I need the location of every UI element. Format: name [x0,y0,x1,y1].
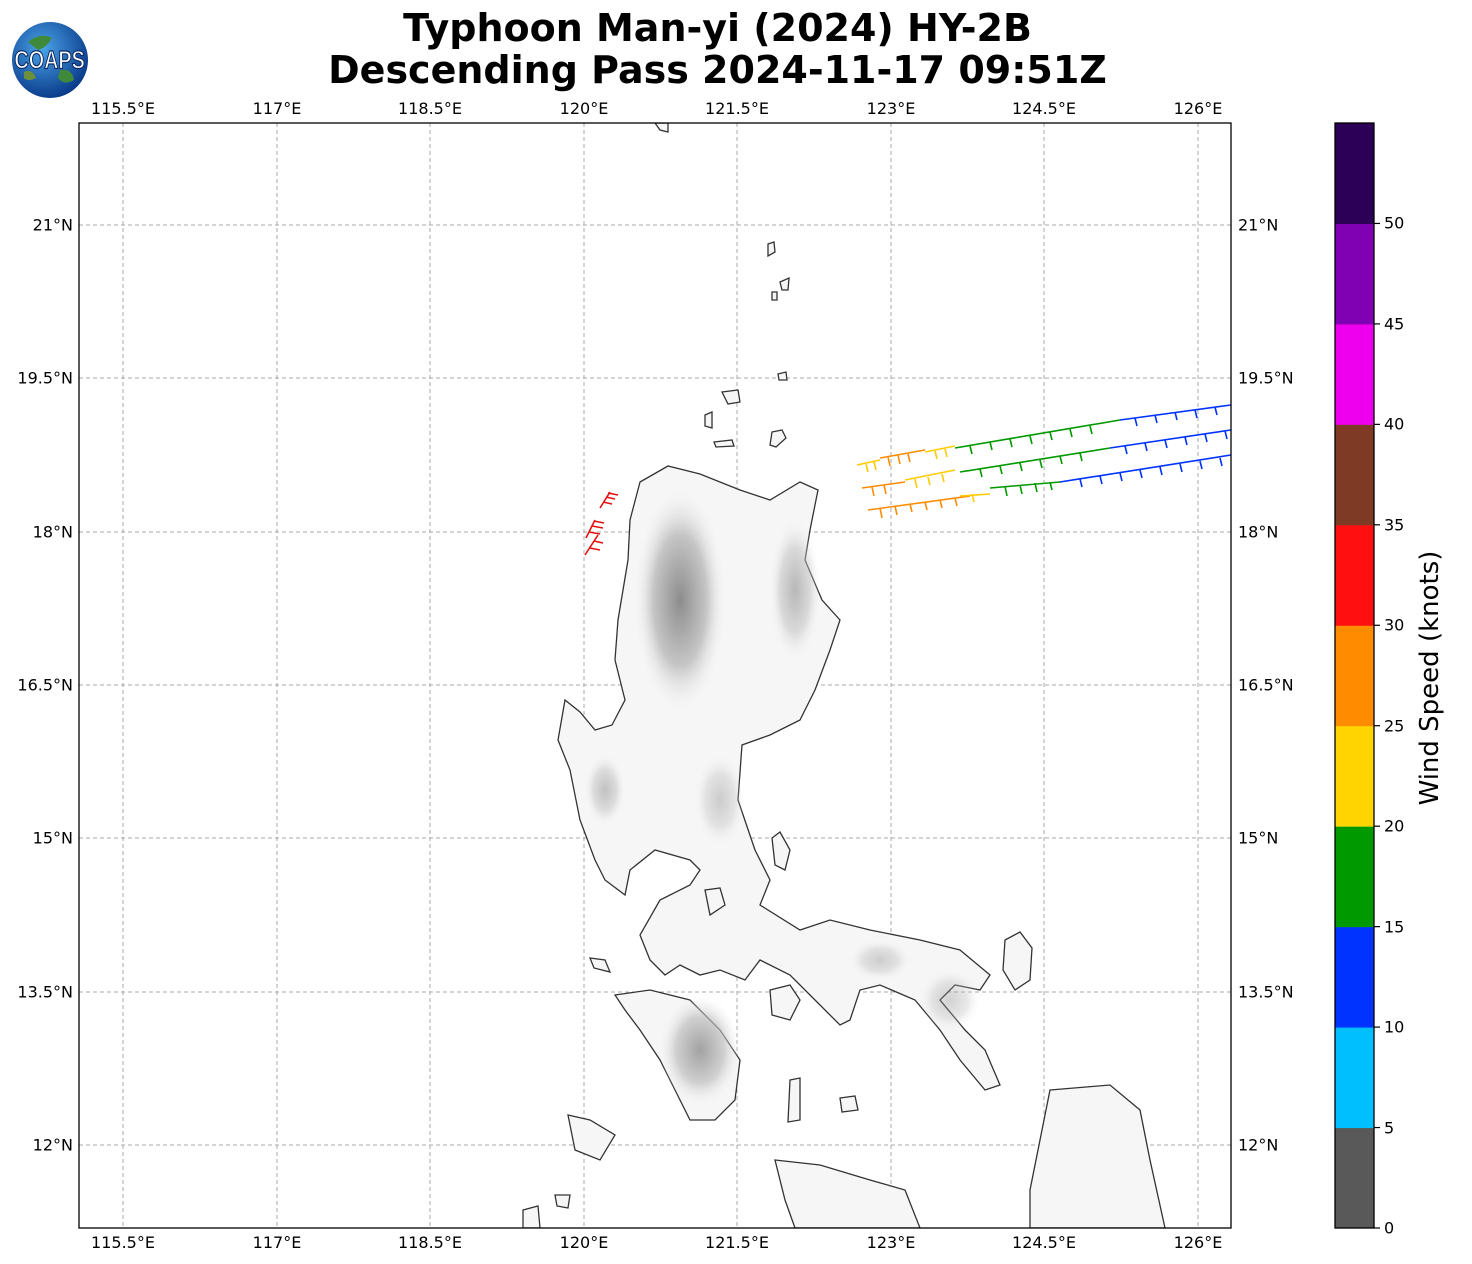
colorbar-tick-label: 10 [1384,1017,1405,1037]
lon-label-bottom: 117°E [252,1233,302,1252]
colorbar-tick-label: 40 [1384,414,1405,434]
wind-barbs-orange [861,449,971,519]
lat-label-left: 19.5°N [17,368,73,388]
marinduque-island [769,984,801,1021]
colorbar-segment [1335,323,1374,425]
panay-island [774,1159,921,1228]
colorbar-tick-label: 30 [1384,615,1405,635]
lon-label-top: 124.5°E [1012,99,1076,118]
lon-label-top: 115.5°E [91,99,155,118]
colorbar-tick-label: 15 [1384,917,1405,937]
lon-label-bottom: 123°E [866,1233,916,1252]
lat-label-right: 16.5°N [1238,675,1294,695]
chart-title-line1: Typhoon Man-yi (2024) HY-2B [403,6,1032,50]
colorbar-tick-label: 50 [1384,213,1405,233]
colorbar-segment [1335,625,1374,727]
wind-barbs-yellow [856,445,991,503]
colorbar-tick-label: 25 [1384,716,1405,736]
lon-label-bottom: 120°E [559,1233,609,1252]
lat-label-right: 15°N [1238,828,1279,848]
lat-label-left: 15°N [32,828,73,848]
lat-label-left: 12°N [32,1135,73,1155]
colorbar-tick-label: 45 [1384,314,1405,334]
svg-text:COAPS: COAPS [14,45,84,74]
lat-label-right: 13.5°N [1238,982,1294,1002]
colorbar-tick-label: 20 [1384,816,1405,836]
colorbar-segment [1335,1027,1374,1129]
colorbar-segment [1335,424,1374,526]
wind-barbs-green [954,419,1121,497]
lat-label-right: 19.5°N [1238,368,1294,388]
colorbar-segment [1335,524,1374,626]
wind-barbs-blue [1059,404,1231,488]
lon-label-bottom: 126°E [1173,1233,1223,1252]
samar-island [1029,1084,1166,1228]
lat-label-right: 21°N [1238,215,1279,235]
wind-barbs [584,404,1231,556]
catanduanes-island [1002,931,1033,991]
chart-title-line2: Descending Pass 2024-11-17 09:51Z [328,48,1107,92]
lon-label-bottom: 124.5°E [1012,1233,1076,1252]
colorbar-tick-label: 0 [1384,1218,1395,1238]
colorbar-segment [1335,926,1374,1028]
lat-label-left: 18°N [32,522,73,542]
colorbar-segment [1335,123,1374,224]
lat-label-left: 16.5°N [17,675,73,695]
colorbar-segment [1335,223,1374,325]
coaps-logo: COAPS [12,22,88,98]
lon-label-bottom: 118.5°E [398,1233,462,1252]
lat-label-right: 18°N [1238,522,1279,542]
colorbar-tick-label: 5 [1384,1118,1395,1138]
polillo-island [771,831,791,871]
colorbar-tick-label: 35 [1384,515,1405,535]
colorbar-label: Wind Speed (knots) [1415,550,1445,806]
lon-label-bottom: 115.5°E [91,1233,155,1252]
wind-barbs-red [584,491,619,556]
lat-label-right: 12°N [1238,1135,1279,1155]
lon-label-top: 120°E [559,99,609,118]
colorbar-segment [1335,1127,1374,1229]
colorbar [1335,123,1380,1229]
terrain-shading [585,490,980,1105]
colorbar-segment [1335,725,1374,827]
lon-label-top: 118.5°E [398,99,462,118]
lat-label-left: 21°N [32,215,73,235]
lon-label-top: 126°E [1173,99,1223,118]
lon-label-top: 123°E [866,99,916,118]
map-frame [78,122,1232,1229]
lon-label-top: 121.5°E [705,99,769,118]
lat-label-left: 13.5°N [17,982,73,1002]
lon-label-top: 117°E [252,99,302,118]
lon-label-bottom: 121.5°E [705,1233,769,1252]
colorbar-segment [1335,826,1374,928]
